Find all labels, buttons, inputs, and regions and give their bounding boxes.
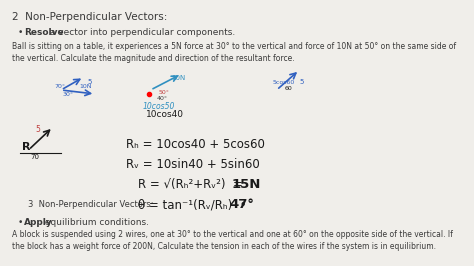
Text: 50°: 50° <box>159 89 170 94</box>
Text: 30°: 30° <box>63 92 73 97</box>
Text: 70°: 70° <box>55 84 65 89</box>
Text: •: • <box>18 28 23 37</box>
Text: R: R <box>22 142 30 152</box>
Text: 60: 60 <box>285 85 292 90</box>
Text: equilibrium conditions.: equilibrium conditions. <box>42 218 149 227</box>
Text: 5cos60: 5cos60 <box>273 80 295 85</box>
Text: 5: 5 <box>87 79 91 85</box>
Text: 15N: 15N <box>232 178 261 191</box>
Text: Rᵥ = 10sin40 + 5sin60: Rᵥ = 10sin40 + 5sin60 <box>126 158 260 171</box>
Text: 70: 70 <box>30 154 39 160</box>
Text: R = √(Rₕ²+Rᵥ²)  =: R = √(Rₕ²+Rᵥ²) = <box>138 178 251 191</box>
Text: 40°: 40° <box>157 95 168 101</box>
Text: A block is suspended using 2 wires, one at 30° to the vertical and one at 60° on: A block is suspended using 2 wires, one … <box>12 230 453 251</box>
Text: θ = tan⁻¹(Rᵥ/Rₕ)  •: θ = tan⁻¹(Rᵥ/Rₕ) • <box>138 198 255 211</box>
Text: 10cos50: 10cos50 <box>142 102 175 111</box>
Text: 3  Non-Perpendicular Vectors:: 3 Non-Perpendicular Vectors: <box>28 200 154 209</box>
Text: Ball is sitting on a table, it experiences a 5N force at 30° to the vertical and: Ball is sitting on a table, it experienc… <box>12 42 456 63</box>
Text: 10N: 10N <box>171 75 185 81</box>
Text: 5: 5 <box>300 79 304 85</box>
Text: Apply: Apply <box>24 218 53 227</box>
Text: Resolve: Resolve <box>24 28 64 37</box>
Text: •: • <box>18 218 23 227</box>
Text: 10cos40: 10cos40 <box>146 110 184 119</box>
Text: 10N: 10N <box>79 84 91 89</box>
Text: 2  Non-Perpendicular Vectors:: 2 Non-Perpendicular Vectors: <box>12 12 168 22</box>
Text: Rₕ = 10cos40 + 5cos60: Rₕ = 10cos40 + 5cos60 <box>126 138 265 151</box>
Text: a vector into perpendicular components.: a vector into perpendicular components. <box>47 28 236 37</box>
Text: 5: 5 <box>35 126 40 135</box>
Text: 47°: 47° <box>229 198 254 211</box>
